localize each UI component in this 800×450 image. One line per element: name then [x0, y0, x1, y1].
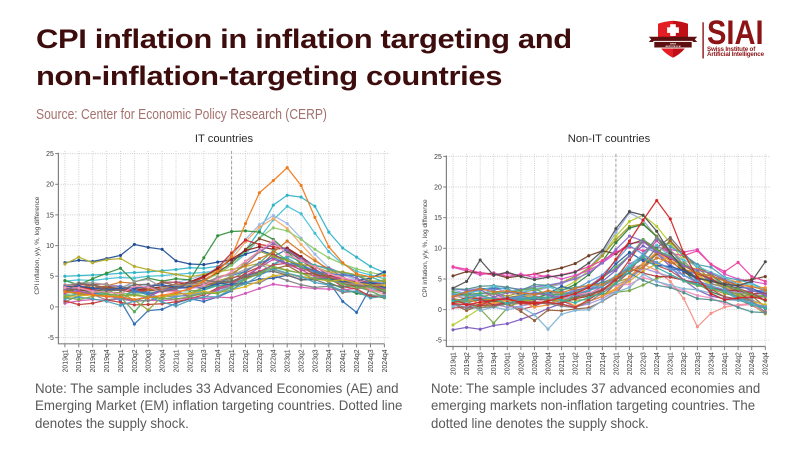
svg-text:2022q4: 2022q4 [271, 349, 278, 372]
svg-text:15: 15 [434, 215, 442, 222]
svg-text:0: 0 [438, 307, 442, 314]
svg-text:2019q3: 2019q3 [478, 352, 485, 375]
svg-text:2021q3: 2021q3 [201, 349, 208, 372]
svg-text:2024q3: 2024q3 [749, 352, 756, 375]
svg-text:10: 10 [46, 243, 54, 250]
svg-text:2023q1: 2023q1 [668, 352, 675, 375]
svg-text:2020q3: 2020q3 [146, 349, 153, 372]
svg-text:15: 15 [46, 212, 54, 219]
svg-text:2021q4: 2021q4 [600, 352, 607, 375]
svg-text:2022q1: 2022q1 [229, 349, 236, 372]
svg-text:20: 20 [46, 182, 54, 189]
svg-text:2020q1: 2020q1 [118, 349, 125, 372]
svg-text:2020q2: 2020q2 [132, 349, 139, 372]
svg-text:0: 0 [50, 304, 54, 311]
svg-text:2022q4: 2022q4 [654, 352, 661, 375]
svg-text:2024q1: 2024q1 [340, 349, 347, 372]
svg-text:CPI inflation, y/y, %, log dif: CPI inflation, y/y, %, log difference [422, 199, 429, 297]
svg-text:2024q2: 2024q2 [354, 349, 361, 372]
svg-text:IT countries: IT countries [195, 133, 254, 145]
svg-text:2024q3: 2024q3 [368, 349, 375, 372]
svg-text:2021q2: 2021q2 [573, 352, 580, 375]
svg-text:2021q1: 2021q1 [559, 352, 566, 375]
svg-text:2023q2: 2023q2 [681, 352, 688, 375]
svg-text:2020q3: 2020q3 [532, 352, 539, 375]
svg-text:2019q3: 2019q3 [90, 349, 97, 372]
svg-text:2024q1: 2024q1 [722, 352, 729, 375]
svg-text:25: 25 [46, 151, 54, 158]
svg-text:2020q1: 2020q1 [505, 352, 512, 375]
svg-text:2020q4: 2020q4 [160, 349, 167, 372]
svg-text:2020q4: 2020q4 [545, 352, 552, 375]
svg-text:2021q2: 2021q2 [187, 349, 194, 372]
svg-text:2019q2: 2019q2 [464, 352, 471, 375]
svg-text:20: 20 [434, 184, 442, 191]
svg-text:Non-IT countries: Non-IT countries [568, 133, 651, 145]
svg-text:2021q3: 2021q3 [586, 352, 593, 375]
svg-text:2023q4: 2023q4 [708, 352, 715, 375]
svg-text:2022q2: 2022q2 [243, 349, 250, 372]
svg-text:2024q4: 2024q4 [763, 352, 770, 375]
svg-text:2019q4: 2019q4 [491, 352, 498, 375]
svg-text:CPI inflation, y/y, %, log dif: CPI inflation, y/y, %, log difference [34, 196, 41, 294]
svg-text:2019q1: 2019q1 [62, 349, 69, 372]
svg-text:2019q2: 2019q2 [76, 349, 83, 372]
svg-text:2023q3: 2023q3 [312, 349, 319, 372]
svg-text:5: 5 [438, 276, 442, 283]
svg-text:2023q1: 2023q1 [285, 349, 292, 372]
svg-text:2022q1: 2022q1 [613, 352, 620, 375]
svg-text:2022q3: 2022q3 [257, 349, 264, 372]
svg-text:2019q1: 2019q1 [450, 352, 457, 375]
svg-text:5: 5 [50, 274, 54, 281]
svg-text:2023q3: 2023q3 [695, 352, 702, 375]
svg-text:2024q2: 2024q2 [736, 352, 743, 375]
svg-text:2022q2: 2022q2 [627, 352, 634, 375]
svg-text:10: 10 [434, 246, 442, 253]
svg-text:2021q1: 2021q1 [173, 349, 180, 372]
svg-text:2019q4: 2019q4 [104, 349, 111, 372]
svg-text:2020q2: 2020q2 [518, 352, 525, 375]
svg-text:2023q2: 2023q2 [299, 349, 306, 372]
svg-text:SWISS: SWISS [670, 43, 677, 45]
svg-text:2022q3: 2022q3 [641, 352, 648, 375]
svg-text:INSTITUTE OF AI: INSTITUTE OF AI [665, 45, 681, 48]
svg-text:25: 25 [434, 154, 442, 161]
svg-text:2021q4: 2021q4 [215, 349, 222, 372]
svg-text:-5: -5 [48, 335, 54, 342]
svg-text:2024q4: 2024q4 [382, 349, 389, 372]
svg-text:2023q4: 2023q4 [326, 349, 333, 372]
svg-text:-5: -5 [436, 338, 442, 345]
